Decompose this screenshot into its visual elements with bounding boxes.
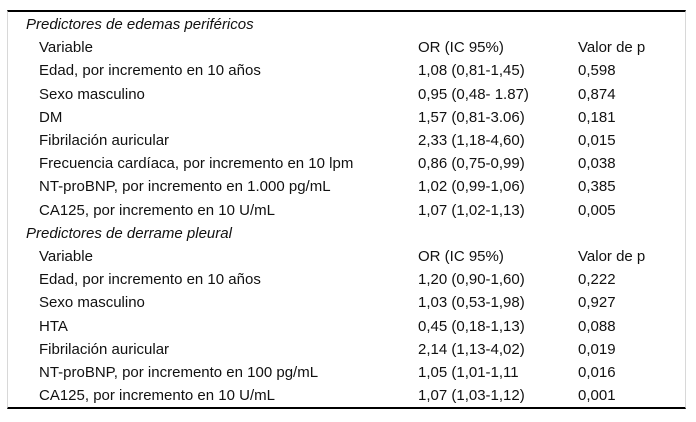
- or-cell: 0,45 (0,18-1,13): [418, 317, 525, 335]
- p-value-cell: 0,874: [578, 85, 616, 103]
- or-cell: 0,86 (0,75-0,99): [418, 155, 525, 173]
- or-cell: 2,33 (1,18-4,60): [418, 132, 525, 150]
- table-row: DM 1,57 (0,81-3.06) 0,181: [8, 106, 685, 129]
- variable-cell: NT-proBNP, por incremento en 1.000 pg/mL: [39, 178, 331, 196]
- p-value-cell: 0,015: [578, 132, 616, 150]
- table-row: CA125, por incremento en 10 U/mL 1,07 (1…: [8, 384, 685, 407]
- section-title-row: Predictores de derrame pleural: [8, 222, 685, 245]
- variable-cell: Sexo masculino: [39, 85, 145, 103]
- variable-cell: HTA: [39, 317, 68, 335]
- or-cell: 1,08 (0,81-1,45): [418, 62, 525, 80]
- table-row: Frecuencia cardíaca, por incremento en 1…: [8, 152, 685, 175]
- column-header-p: Valor de p: [578, 39, 646, 57]
- column-header-variable: Variable: [39, 247, 93, 265]
- or-cell: 1,57 (0,81-3.06): [418, 108, 525, 126]
- or-cell: 1,07 (1,03-1,12): [418, 387, 525, 405]
- variable-cell: Frecuencia cardíaca, por incremento en 1…: [39, 155, 354, 173]
- p-value-cell: 0,927: [578, 294, 616, 312]
- p-value-cell: 0,222: [578, 271, 616, 289]
- p-value-cell: 0,038: [578, 155, 616, 173]
- column-header-or: OR (IC 95%): [418, 247, 504, 265]
- column-header-variable: Variable: [39, 39, 93, 57]
- or-cell: 1,05 (1,01-1,11: [418, 363, 519, 381]
- column-header-row: Variable OR (IC 95%) Valor de p: [8, 36, 685, 59]
- p-value-cell: 0,019: [578, 340, 616, 358]
- variable-cell: Fibrilación auricular: [39, 132, 170, 150]
- p-value-cell: 0,181: [578, 108, 616, 126]
- table-row: Edad, por incremento en 10 años 1,08 (0,…: [8, 59, 685, 82]
- table-row: Edad, por incremento en 10 años 1,20 (0,…: [8, 268, 685, 291]
- table-row: NT-proBNP, por incremento en 100 pg/mL 1…: [8, 361, 685, 384]
- table-row: HTA 0,45 (0,18-1,13) 0,088: [8, 314, 685, 337]
- variable-cell: CA125, por incremento en 10 U/mL: [39, 201, 275, 219]
- table-row: NT-proBNP, por incremento en 1.000 pg/mL…: [8, 175, 685, 198]
- table-row: Sexo masculino 0,95 (0,48- 1.87) 0,874: [8, 83, 685, 106]
- p-value-cell: 0,016: [578, 363, 616, 381]
- table-row: Fibrilación auricular 2,33 (1,18-4,60) 0…: [8, 129, 685, 152]
- column-header-p: Valor de p: [578, 247, 646, 265]
- or-cell: 1,02 (0,99-1,06): [418, 178, 525, 196]
- or-cell: 0,95 (0,48- 1.87): [418, 85, 529, 103]
- section-title: Predictores de edemas periféricos: [26, 16, 254, 34]
- table-row: CA125, por incremento en 10 U/mL 1,07 (1…: [8, 199, 685, 222]
- variable-cell: DM: [39, 108, 63, 126]
- variable-cell: Fibrilación auricular: [39, 340, 170, 358]
- or-cell: 2,14 (1,13-4,02): [418, 340, 525, 358]
- section-title-row: Predictores de edemas periféricos: [8, 13, 685, 36]
- variable-cell: Sexo masculino: [39, 294, 145, 312]
- column-header-row: Variable OR (IC 95%) Valor de p: [8, 245, 685, 268]
- variable-cell: Edad, por incremento en 10 años: [39, 271, 261, 289]
- variable-cell: NT-proBNP, por incremento en 100 pg/mL: [39, 363, 319, 381]
- table-row: Fibrilación auricular 2,14 (1,13-4,02) 0…: [8, 338, 685, 361]
- p-value-cell: 0,088: [578, 317, 616, 335]
- variable-cell: CA125, por incremento en 10 U/mL: [39, 387, 275, 405]
- results-table: Predictores de edemas periféricos Variab…: [7, 10, 686, 409]
- variable-cell: Edad, por incremento en 10 años: [39, 62, 261, 80]
- p-value-cell: 0,598: [578, 62, 616, 80]
- or-cell: 1,20 (0,90-1,60): [418, 271, 525, 289]
- or-cell: 1,07 (1,02-1,13): [418, 201, 525, 219]
- p-value-cell: 0,001: [578, 387, 616, 405]
- section-title: Predictores de derrame pleural: [26, 224, 232, 242]
- column-header-or: OR (IC 95%): [418, 39, 504, 57]
- or-cell: 1,03 (0,53-1,98): [418, 294, 525, 312]
- table-row: Sexo masculino 1,03 (0,53-1,98) 0,927: [8, 291, 685, 314]
- p-value-cell: 0,005: [578, 201, 616, 219]
- p-value-cell: 0,385: [578, 178, 616, 196]
